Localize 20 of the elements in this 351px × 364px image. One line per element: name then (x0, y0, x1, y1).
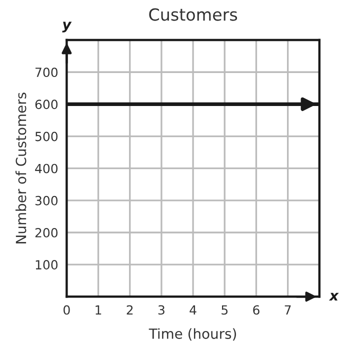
y-tick-label: 300 (35, 196, 58, 206)
x-tick-label: 6 (253, 305, 260, 315)
y-tick-label: 400 (35, 164, 58, 174)
x-tick-label: 0 (64, 305, 70, 315)
x-tick-label: 7 (284, 305, 291, 314)
text: x (328, 292, 339, 300)
x-tick-label: 4 (190, 305, 196, 314)
x-tick-label: 3 (158, 305, 164, 315)
y-tick-label: 700 (36, 68, 58, 78)
text: y (62, 22, 72, 32)
chart-title: Customers (149, 8, 238, 21)
y-tick-label: 200 (35, 228, 58, 238)
y-tick-label: 600 (35, 100, 58, 110)
y-axis-title: Number of Customers (16, 92, 26, 244)
x-tick-label: 1 (96, 305, 102, 314)
x-tick-label: 2 (126, 305, 133, 314)
x-axis-title: Time (hours) (148, 328, 236, 341)
x-tick-label: 5 (222, 305, 228, 315)
y-tick-label: 100 (36, 260, 58, 270)
y-tick-label: 500 (35, 132, 58, 142)
